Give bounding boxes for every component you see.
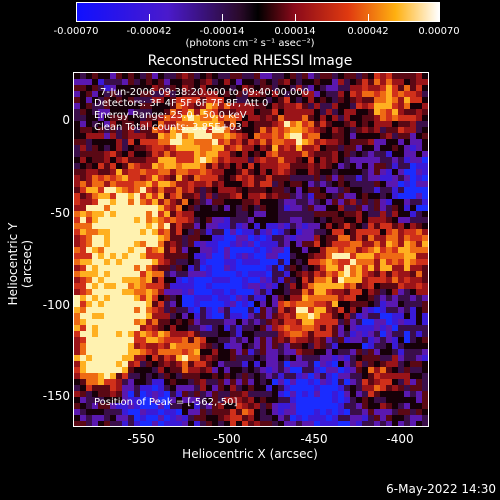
colorbar-tick-label: 0.00042: [347, 26, 389, 37]
colorbar-tickmark: [295, 14, 296, 22]
x-tick-label: -550: [127, 432, 155, 446]
colorbar-tickmark: [149, 14, 150, 22]
clean-annotation: Clean Total counts: 3.85E+03: [94, 122, 242, 133]
image-heatmap: [74, 73, 428, 426]
colorbar-tickmark: [76, 14, 77, 22]
colorbar-units: (photons cm⁻² s⁻¹ asec⁻²): [185, 38, 315, 49]
energy-annotation: Energy Range: 25.0 - 50.0 keV: [94, 110, 247, 121]
colorbar-tickmark: [439, 14, 440, 22]
colorbar-tick-label: -0.00042: [126, 26, 172, 37]
x-tick-label: -500: [213, 432, 241, 446]
colorbar-tick-label: 0.00014: [274, 26, 316, 37]
y-axis-label: Heliocentric Y (arcsec): [6, 222, 34, 306]
colorbar: [76, 2, 440, 22]
colorbar-tick-label: 0.00070: [418, 26, 460, 37]
detectors-annotation: Detectors: 3F 4F 5F 6F 7F 8F, Att 0: [94, 98, 269, 109]
plot-title: Reconstructed RHESSI Image: [147, 53, 353, 69]
x-tick-label: -400: [386, 432, 414, 446]
colorbar-tick-label: -0.00070: [53, 26, 99, 37]
y-tick-label: -150: [42, 389, 70, 403]
peak-annotation: Position of Peak = [-562,-50]: [94, 397, 238, 408]
colorbar-tickmark: [222, 14, 223, 22]
rhessi-image: [73, 72, 429, 427]
x-tick-label: -450: [300, 432, 328, 446]
time-range-annotation: 7-Jun-2006 09:38:20.000 to 09:40:00.000: [100, 87, 310, 98]
timestamp-footer: 6-May-2022 14:30: [386, 482, 496, 496]
x-axis-label: Heliocentric X (arcsec): [182, 447, 318, 461]
y-tick-label: -100: [42, 298, 70, 312]
colorbar-tickmark: [368, 14, 369, 22]
y-tick-label: 0: [62, 113, 70, 127]
colorbar-tick-label: -0.00014: [199, 26, 245, 37]
y-tick-label: -50: [50, 206, 70, 220]
